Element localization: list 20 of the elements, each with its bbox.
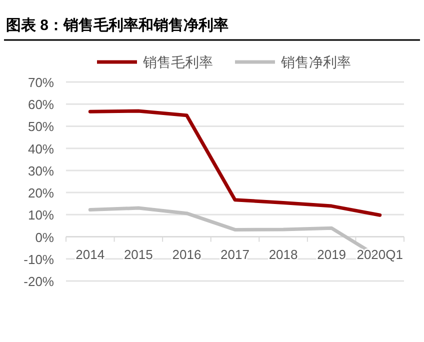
x-tick-label: 2018 xyxy=(268,246,298,262)
y-tick-label: 50% xyxy=(28,119,54,134)
y-tick-label: 40% xyxy=(28,141,54,156)
x-tick-label: 2017 xyxy=(220,246,250,262)
x-tick-label: 2015 xyxy=(124,246,153,262)
chart-title: 图表 8：销售毛利率和销售净利率 xyxy=(6,16,229,34)
x-tick-label: 2014 xyxy=(76,246,105,262)
y-tick-label: -10% xyxy=(24,252,54,267)
y-tick-label: 60% xyxy=(28,97,54,112)
y-tick-label: 0% xyxy=(35,230,54,245)
y-tick-label: 20% xyxy=(28,186,54,201)
x-tick-label: 2016 xyxy=(172,246,202,262)
legend-label: 销售毛利率 xyxy=(142,54,213,70)
x-tick-label: 2019 xyxy=(317,246,346,262)
y-tick-label: -20% xyxy=(24,274,54,289)
y-tick-label: 10% xyxy=(28,208,54,223)
x-tick-label: 2020Q1 xyxy=(356,246,403,262)
y-tick-label: 30% xyxy=(28,163,54,178)
y-tick-label: 70% xyxy=(28,75,54,90)
legend-label: 销售净利率 xyxy=(280,54,351,70)
